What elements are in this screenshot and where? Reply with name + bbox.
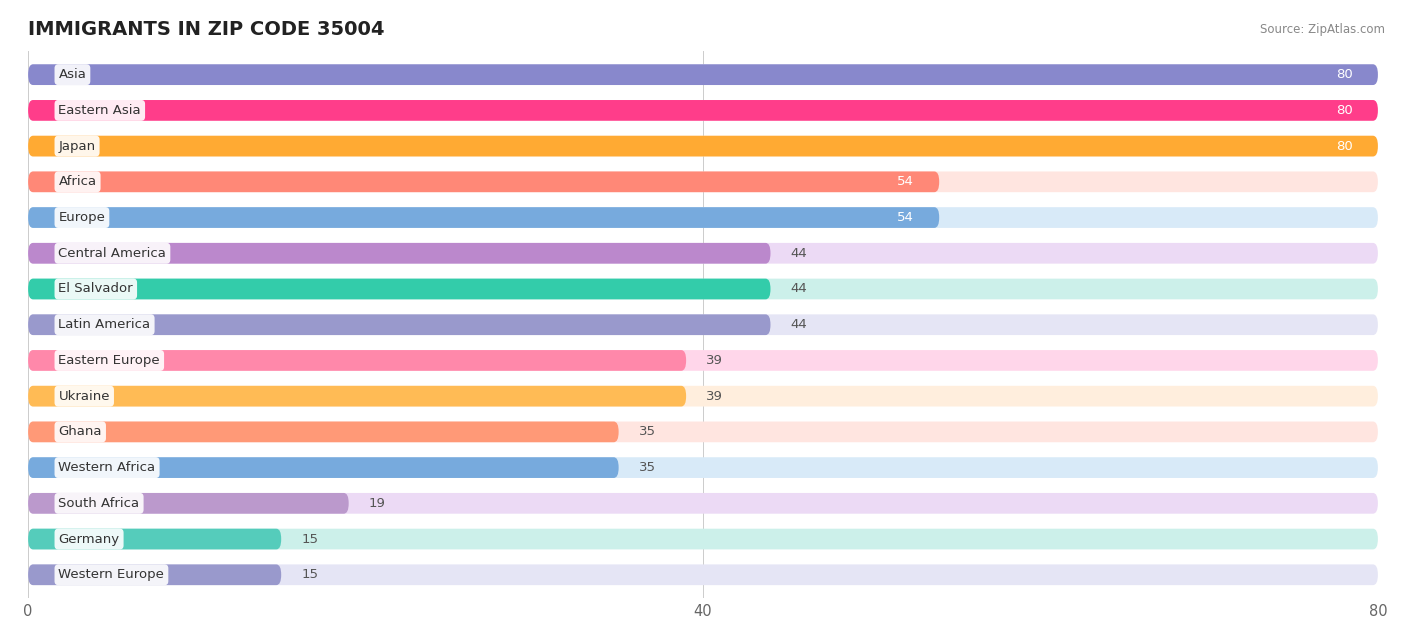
FancyBboxPatch shape [28,243,1378,264]
Text: 80: 80 [1336,68,1353,81]
FancyBboxPatch shape [28,172,1378,192]
FancyBboxPatch shape [28,565,281,585]
Text: 44: 44 [790,282,807,296]
Text: Eastern Europe: Eastern Europe [59,354,160,367]
FancyBboxPatch shape [28,386,686,406]
Text: 35: 35 [638,426,655,439]
Text: 15: 15 [301,568,318,581]
Text: 44: 44 [790,318,807,331]
FancyBboxPatch shape [28,100,1378,121]
Text: 35: 35 [638,461,655,474]
Text: El Salvador: El Salvador [59,282,134,296]
Text: Latin America: Latin America [59,318,150,331]
FancyBboxPatch shape [28,493,1378,514]
FancyBboxPatch shape [28,457,1378,478]
Text: 39: 39 [706,390,723,403]
FancyBboxPatch shape [28,350,1378,371]
FancyBboxPatch shape [28,565,1378,585]
FancyBboxPatch shape [28,64,1378,85]
FancyBboxPatch shape [28,529,1378,549]
Text: 54: 54 [897,211,914,224]
FancyBboxPatch shape [28,136,1378,156]
FancyBboxPatch shape [28,278,1378,300]
FancyBboxPatch shape [28,100,1378,121]
Text: 39: 39 [706,354,723,367]
Text: 44: 44 [790,247,807,260]
FancyBboxPatch shape [28,422,1378,442]
Text: South Africa: South Africa [59,497,139,510]
Text: Japan: Japan [59,140,96,152]
FancyBboxPatch shape [28,386,1378,406]
FancyBboxPatch shape [28,422,619,442]
FancyBboxPatch shape [28,314,1378,335]
Text: Western Africa: Western Africa [59,461,156,474]
Text: Western Europe: Western Europe [59,568,165,581]
Text: Eastern Asia: Eastern Asia [59,104,141,117]
FancyBboxPatch shape [28,243,770,264]
Text: 19: 19 [368,497,385,510]
Text: Europe: Europe [59,211,105,224]
FancyBboxPatch shape [28,457,619,478]
FancyBboxPatch shape [28,314,770,335]
FancyBboxPatch shape [28,278,770,300]
FancyBboxPatch shape [28,172,939,192]
Text: Germany: Germany [59,532,120,545]
FancyBboxPatch shape [28,136,1378,156]
Text: Asia: Asia [59,68,86,81]
Text: 15: 15 [301,532,318,545]
Text: IMMIGRANTS IN ZIP CODE 35004: IMMIGRANTS IN ZIP CODE 35004 [28,20,385,39]
FancyBboxPatch shape [28,207,1378,228]
Text: Ghana: Ghana [59,426,103,439]
Text: Central America: Central America [59,247,166,260]
Text: Source: ZipAtlas.com: Source: ZipAtlas.com [1260,23,1385,35]
FancyBboxPatch shape [28,64,1378,85]
FancyBboxPatch shape [28,207,939,228]
FancyBboxPatch shape [28,493,349,514]
FancyBboxPatch shape [28,350,686,371]
Text: 80: 80 [1336,104,1353,117]
Text: 54: 54 [897,176,914,188]
Text: 80: 80 [1336,140,1353,152]
Text: Africa: Africa [59,176,97,188]
Text: Ukraine: Ukraine [59,390,110,403]
FancyBboxPatch shape [28,529,281,549]
